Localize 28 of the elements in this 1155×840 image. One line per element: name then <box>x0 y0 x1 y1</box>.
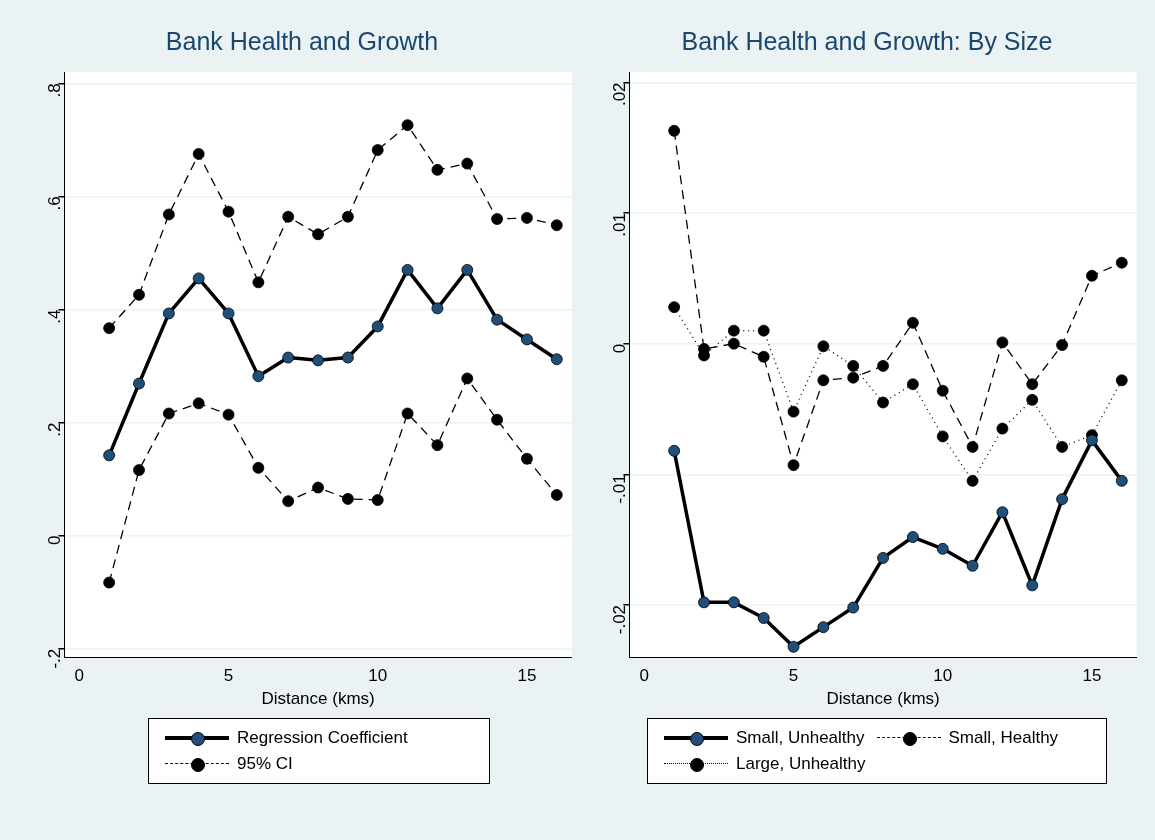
x-tick-label: 5 <box>223 666 234 686</box>
x-axis-title: Distance (kms) <box>261 689 375 709</box>
x-tick-label: 10 <box>368 666 388 686</box>
x-tick-label: 0 <box>639 666 650 686</box>
y-tick-label: .2 <box>45 422 65 437</box>
legend-label: Small, Healthy <box>948 728 1059 748</box>
legend-label: Regression Coefficient <box>237 728 408 748</box>
y-tick-label: 0 <box>610 343 630 354</box>
y-tick-label: 0 <box>45 535 65 546</box>
legend-label: 95% CI <box>237 754 293 774</box>
y-tick-label: -.2 <box>45 648 65 669</box>
x-tick-label: 15 <box>517 666 537 686</box>
x-tick-label: 0 <box>74 666 85 686</box>
y-tick-label: -.01 <box>610 474 630 504</box>
chart-title: Bank Health and Growth: By Size <box>681 26 1053 55</box>
x-tick-label: 5 <box>788 666 799 686</box>
y-tick-label: .8 <box>45 83 65 98</box>
y-tick-label: -.02 <box>610 604 630 635</box>
x-tick-label: 15 <box>1082 666 1102 686</box>
chart-title: Bank Health and Growth <box>165 26 439 55</box>
x-tick-label: 10 <box>933 666 953 686</box>
legend-label: Small, Unhealthy <box>736 728 865 748</box>
y-tick-label: .4 <box>45 309 65 324</box>
x-axis-title: Distance (kms) <box>826 689 940 709</box>
y-tick-label: .6 <box>45 196 65 211</box>
y-tick-label: .01 <box>610 213 630 237</box>
legend-label: Large, Unhealthy <box>736 754 866 774</box>
y-tick-label: .02 <box>610 82 630 107</box>
